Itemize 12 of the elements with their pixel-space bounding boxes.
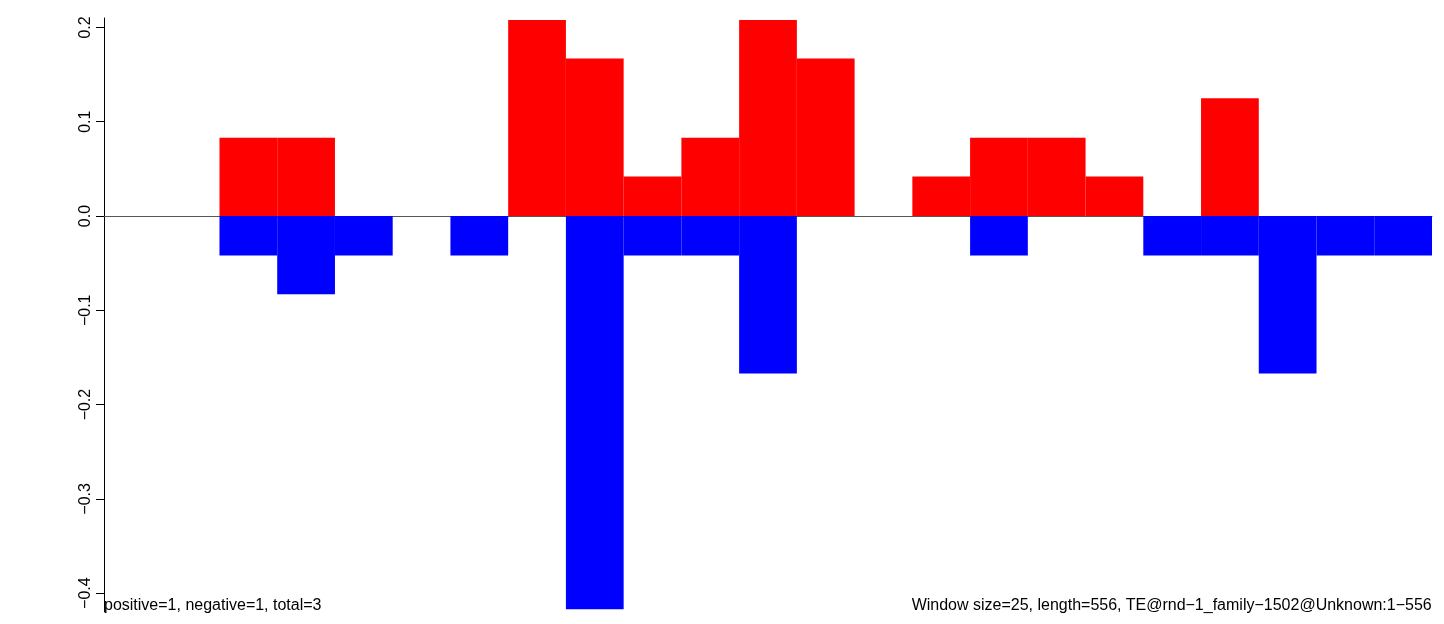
y-tick-label: −0.4 — [75, 577, 93, 609]
y-tick-label: 0.0 — [75, 204, 93, 228]
bar — [450, 216, 509, 256]
y-tick-label: −0.1 — [75, 294, 93, 327]
bar — [1201, 98, 1259, 216]
annotation: Window size=25, length=556, TE@rnd−1_family−1502@Unknown:1−556 — [911, 595, 1432, 614]
y-tick-label: −0.2 — [75, 388, 93, 421]
y-tick-label: −0.3 — [75, 482, 93, 515]
y-tick-label: 0.1 — [75, 110, 93, 133]
annotation: positive=1, negative=1, total=3 — [104, 595, 322, 613]
y-tick-label: 0.2 — [75, 16, 93, 39]
bar — [970, 216, 1028, 256]
